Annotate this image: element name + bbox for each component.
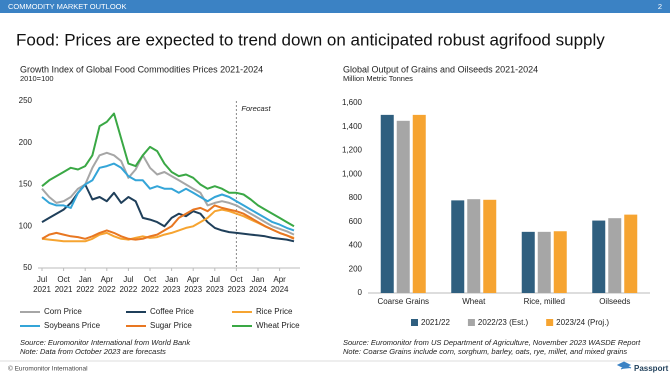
chart-note: Note: Data from October 2023 are forecas…	[20, 347, 166, 356]
legend-label: Wheat Price	[256, 321, 300, 330]
chart-title: Global Output of Grains and Oilseeds 202…	[343, 64, 538, 74]
forecast-label: Forecast	[241, 104, 271, 113]
bar	[451, 200, 465, 293]
legend-label: 2021/22	[421, 318, 450, 327]
x-tick-label: Apr 2023	[184, 275, 203, 294]
x-tick-label: Oct 2021	[54, 275, 73, 294]
legend-label: 2023/24 (Proj.)	[556, 318, 609, 327]
slide-title: Food: Prices are expected to trend down …	[16, 30, 605, 49]
bar	[553, 231, 567, 293]
bar	[537, 231, 551, 293]
x-tick-label: Jan 2024	[249, 275, 267, 294]
bar	[467, 199, 481, 293]
bar	[608, 218, 622, 293]
chart-source: Source: Euromonitor from US Department o…	[343, 338, 641, 347]
legend-label: Sugar Price	[150, 321, 192, 330]
chart-subtitle: 2010=100	[20, 74, 54, 83]
legend-label: 2022/23 (Est.)	[478, 318, 529, 327]
legend-swatch	[546, 319, 554, 326]
y-tick-label: 1,400	[342, 122, 363, 131]
chart-subtitle: Million Metric Tonnes	[343, 74, 413, 83]
chart-source: Source: Euromonitor International from W…	[20, 338, 191, 347]
x-tick-label: Jul 2022	[119, 275, 138, 294]
x-tick-label: Apr 2024	[270, 275, 289, 294]
y-tick-label: 400	[349, 241, 363, 250]
y-tick-label: 100	[19, 221, 33, 230]
y-tick-label: 1,200	[342, 146, 363, 155]
copyright: © Euromonitor International	[8, 365, 88, 373]
y-tick-label: 600	[349, 217, 363, 226]
y-tick-label: 0	[358, 288, 363, 297]
x-tick-label: Rice, milled	[524, 297, 565, 306]
x-tick-label: Jan 2022	[76, 275, 95, 294]
y-tick-label: 50	[23, 263, 32, 272]
x-tick-label: Jul 2023	[205, 275, 224, 294]
y-tick-label: 200	[349, 264, 363, 273]
bar	[592, 220, 606, 293]
legend-swatch	[411, 319, 418, 326]
header-bar	[0, 0, 670, 13]
price-line	[41, 204, 295, 241]
chart-title: Growth Index of Global Food Commodities …	[20, 64, 263, 74]
legend-label: Soybeans Price	[44, 321, 101, 330]
x-tick-label: Jan 2023	[162, 275, 181, 294]
x-tick-label: Apr 2022	[97, 275, 116, 294]
chart-note: Note: Coarse Grains include corn, sorghu…	[343, 347, 627, 356]
bar	[396, 120, 410, 293]
legend-swatch	[467, 319, 475, 326]
x-tick-label: Oct 2022	[141, 275, 159, 294]
x-tick-label: Oct 2023	[227, 275, 246, 294]
legend-label: Coffee Price	[150, 307, 194, 316]
y-tick-label: 800	[349, 193, 363, 202]
price-line	[41, 112, 295, 228]
bar	[521, 231, 535, 293]
y-tick-label: 250	[19, 96, 33, 105]
bar	[412, 114, 426, 293]
price-line	[41, 162, 295, 232]
bar	[483, 199, 497, 293]
brand-icon	[616, 361, 632, 370]
bar	[624, 214, 638, 293]
x-tick-label: Oilseeds	[599, 297, 630, 306]
header-section: COMMODITY MARKET OUTLOOK	[8, 2, 126, 11]
legend-label: Rice Price	[256, 307, 293, 316]
brand: Passport	[634, 364, 669, 373]
page-number: 2	[658, 2, 662, 11]
x-tick-label: Coarse Grains	[377, 297, 429, 306]
price-line	[41, 208, 295, 243]
x-tick-label: Jul 2021	[33, 275, 51, 294]
legend-label: Corn Price	[44, 307, 82, 316]
bar	[380, 114, 394, 293]
y-tick-label: 1,600	[342, 98, 363, 107]
y-tick-label: 1,000	[342, 169, 363, 178]
y-tick-label: 150	[19, 180, 33, 189]
x-tick-label: Wheat	[462, 297, 486, 306]
y-tick-label: 200	[19, 138, 33, 147]
